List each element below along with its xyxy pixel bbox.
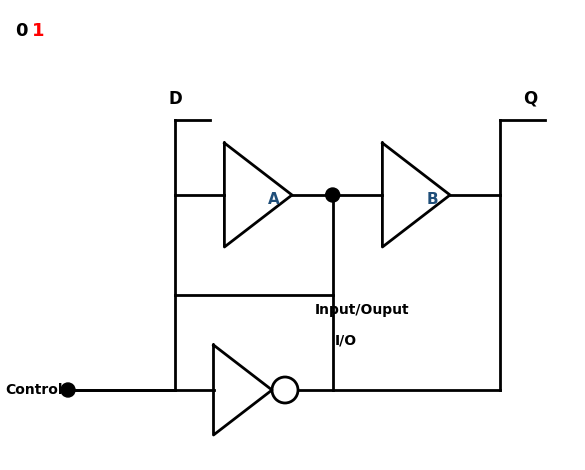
Text: 1: 1 (32, 22, 44, 40)
Circle shape (61, 383, 75, 397)
Circle shape (326, 188, 340, 202)
Text: Input/Ouput: Input/Ouput (315, 303, 410, 317)
Text: Q: Q (523, 90, 537, 108)
Text: A: A (268, 193, 280, 207)
Text: 0: 0 (15, 22, 27, 40)
Text: I/O: I/O (335, 333, 357, 347)
Text: B: B (426, 193, 438, 207)
Text: Control: Control (5, 383, 63, 397)
Text: D: D (168, 90, 182, 108)
